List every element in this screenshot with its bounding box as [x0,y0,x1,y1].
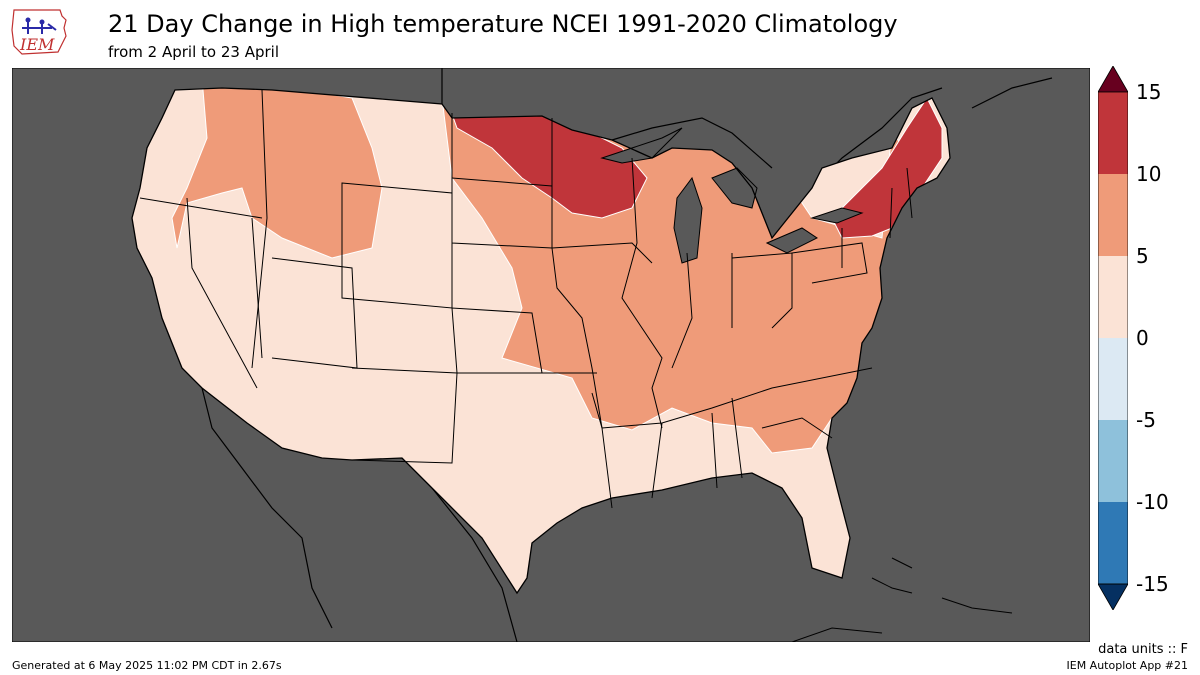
colorbar-tick: 0 [1136,326,1149,350]
great-lakes [600,127,864,264]
data-units-label: data units :: F [1098,642,1188,657]
colorbar-bin-neg15-neg10 [1098,502,1128,584]
colorbar-bin-neg5-0 [1098,338,1128,420]
colorbar-tick: -5 [1136,408,1156,432]
colorbar-bin-0-5 [1098,256,1128,338]
colorbar-tick: 15 [1136,80,1162,104]
colorbar-bin-neg10-neg5 [1098,420,1128,502]
colorbar-tick: 5 [1136,244,1149,268]
caribbean-islands [791,557,1013,642]
logo-text: IEM [19,35,55,54]
map-subtitle: from 2 April to 23 April [108,43,280,61]
iem-logo: IEM [11,9,67,55]
colorbar-bin-5-10 [1098,174,1128,256]
colorbar-tick: -10 [1136,490,1169,514]
autoplot-app-label: IEM Autoplot App #21 [1066,659,1189,672]
colorbar-over [1098,66,1128,93]
state-borders [139,89,913,509]
fill-10-to-15-northeast [831,97,943,239]
canada-coastline [441,68,1053,189]
colorbar-tick: -15 [1136,572,1169,596]
colorbar-bin-10-15 [1098,92,1128,174]
colorbar-tick: 10 [1136,162,1162,186]
map-title: 21 Day Change in High temperature NCEI 1… [108,10,898,38]
colorbar [1098,66,1128,610]
map-panel [12,68,1090,642]
colorbar-under [1098,583,1128,610]
generated-timestamp: Generated at 6 May 2025 11:02 PM CDT in … [12,659,282,672]
